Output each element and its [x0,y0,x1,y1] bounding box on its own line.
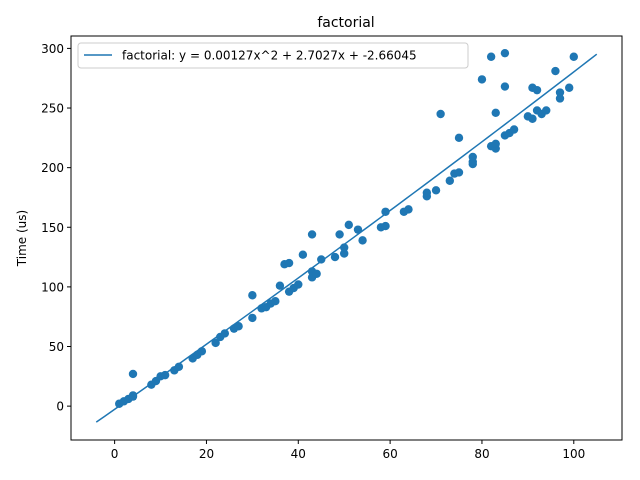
x-tick-label: 0 [111,447,119,461]
scatter-point [477,75,487,84]
scatter-point [500,48,510,58]
scatter-point [248,291,257,300]
x-axis-ticks: 0 20 40 60 80 100 [111,440,585,461]
scatter-point [528,114,537,123]
x-tick-label: 80 [474,447,489,461]
scatter-point [234,322,243,331]
y-axis-ticks: 0 50 100 150 200 250 300 [41,42,71,414]
scatter-point [307,230,317,239]
y-tick-label: 200 [41,161,64,175]
y-tick-label: 100 [41,280,64,294]
scatter-point [160,370,170,380]
scatter-point [569,52,578,61]
scatter-point [491,108,500,117]
scatter-point [454,133,464,143]
y-tick-label: 50 [49,340,64,354]
scatter-point [330,252,340,262]
x-tick-label: 60 [382,447,397,461]
scatter-point [344,220,353,230]
x-tick-label: 40 [291,447,306,461]
scatter-point [294,280,303,289]
scatter-point [555,88,565,97]
scatter-point [335,230,344,239]
scatter-point [317,255,326,264]
scatter-point [298,250,308,259]
chart-title: factorial [317,15,374,31]
scatter-point [340,243,349,252]
scatter-point [454,168,464,177]
scatter-point [468,152,477,162]
x-tick-label: 100 [562,447,585,461]
scatter-point [491,139,500,148]
y-tick-label: 150 [41,221,64,235]
scatter-point [248,313,257,323]
scatter-point [532,85,542,95]
y-tick-label: 0 [56,400,64,414]
scatter-point [340,249,349,258]
scatter-point [445,176,455,185]
scatter-point [551,66,560,76]
legend-box [77,42,469,69]
scatter-point [312,269,321,278]
scatter-point [353,225,363,234]
x-tick-label: 20 [199,447,214,461]
y-tick-label: 250 [41,102,64,116]
scatter-point [220,329,230,338]
scatter-points [115,48,578,408]
scatter-point [381,207,390,216]
scatter-point [431,186,441,195]
scatter-point [284,258,294,268]
scatter-point [436,109,445,119]
scatter-point [128,369,138,379]
scatter-point [174,362,184,371]
scatter-point [404,205,413,214]
scatter-point [486,52,496,61]
y-tick-label: 300 [41,42,64,56]
scatter-point [500,82,510,91]
scatter-point [422,188,432,197]
scatter-point [565,83,574,92]
legend-label: factorial: y = 0.00127x^2 + 2.7027x + -2… [122,49,417,63]
scatter-point [271,297,280,306]
scatter-point [509,125,519,134]
scatter-point [197,347,207,356]
scatter-point [381,221,390,231]
scatter-point [555,94,565,103]
scatter-point [358,236,367,245]
scatter-point [542,106,551,115]
legend: factorial: y = 0.00127x^2 + 2.7027x + -2… [77,42,469,69]
scatter-point [211,338,220,348]
scatter-point [128,391,138,400]
axes-frame [70,35,623,441]
y-axis-label: Time (us) [15,210,29,267]
scatter-point [275,281,285,290]
